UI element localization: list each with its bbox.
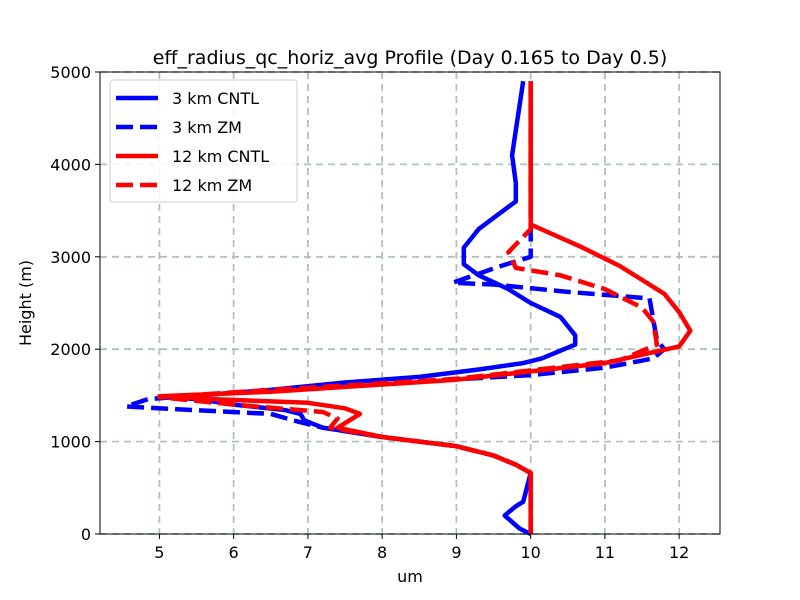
legend-box: [109, 79, 298, 203]
y-tick-label: 4000: [50, 155, 91, 174]
x-axis-label: um: [397, 567, 423, 586]
plot-frame: [99, 71, 721, 535]
series-line-12-km-cntl: [157, 81, 693, 534]
legend-label: 3 km ZM: [172, 118, 242, 137]
y-tick-label: 2000: [50, 340, 91, 359]
y-tick-label: 1000: [50, 433, 91, 452]
x-tick-label: 9: [451, 543, 461, 562]
legend-label: 3 km CNTL: [172, 89, 259, 108]
x-tick-label: 8: [377, 543, 387, 562]
y-axis: 0 1000 2000 3000 4000 5000: [50, 63, 100, 544]
y-tick-label: 0: [81, 525, 91, 544]
series-layer: [123, 80, 693, 537]
x-tick-label: 10: [520, 543, 540, 562]
x-tick-label: 12: [669, 543, 689, 562]
x-tick-label: 6: [229, 543, 239, 562]
legend-label: 12 km CNTL: [172, 147, 269, 166]
x-tick-label: 11: [595, 543, 615, 562]
x-tick-label: 5: [154, 543, 164, 562]
x-tick-label: 7: [303, 543, 313, 562]
legend: 3 km CNTL 3 km ZM 12 km CNTL 12 km ZM: [109, 79, 298, 203]
x-axis: 5 6 7 8 9 10 11 12: [154, 534, 689, 562]
y-axis-label: Height (m): [16, 260, 35, 346]
chart-title: eff_radius_qc_horiz_avg Profile (Day 0.1…: [153, 47, 668, 69]
y-tick-label: 3000: [50, 248, 91, 267]
legend-label: 12 km ZM: [172, 176, 252, 195]
y-tick-label: 5000: [50, 63, 91, 82]
